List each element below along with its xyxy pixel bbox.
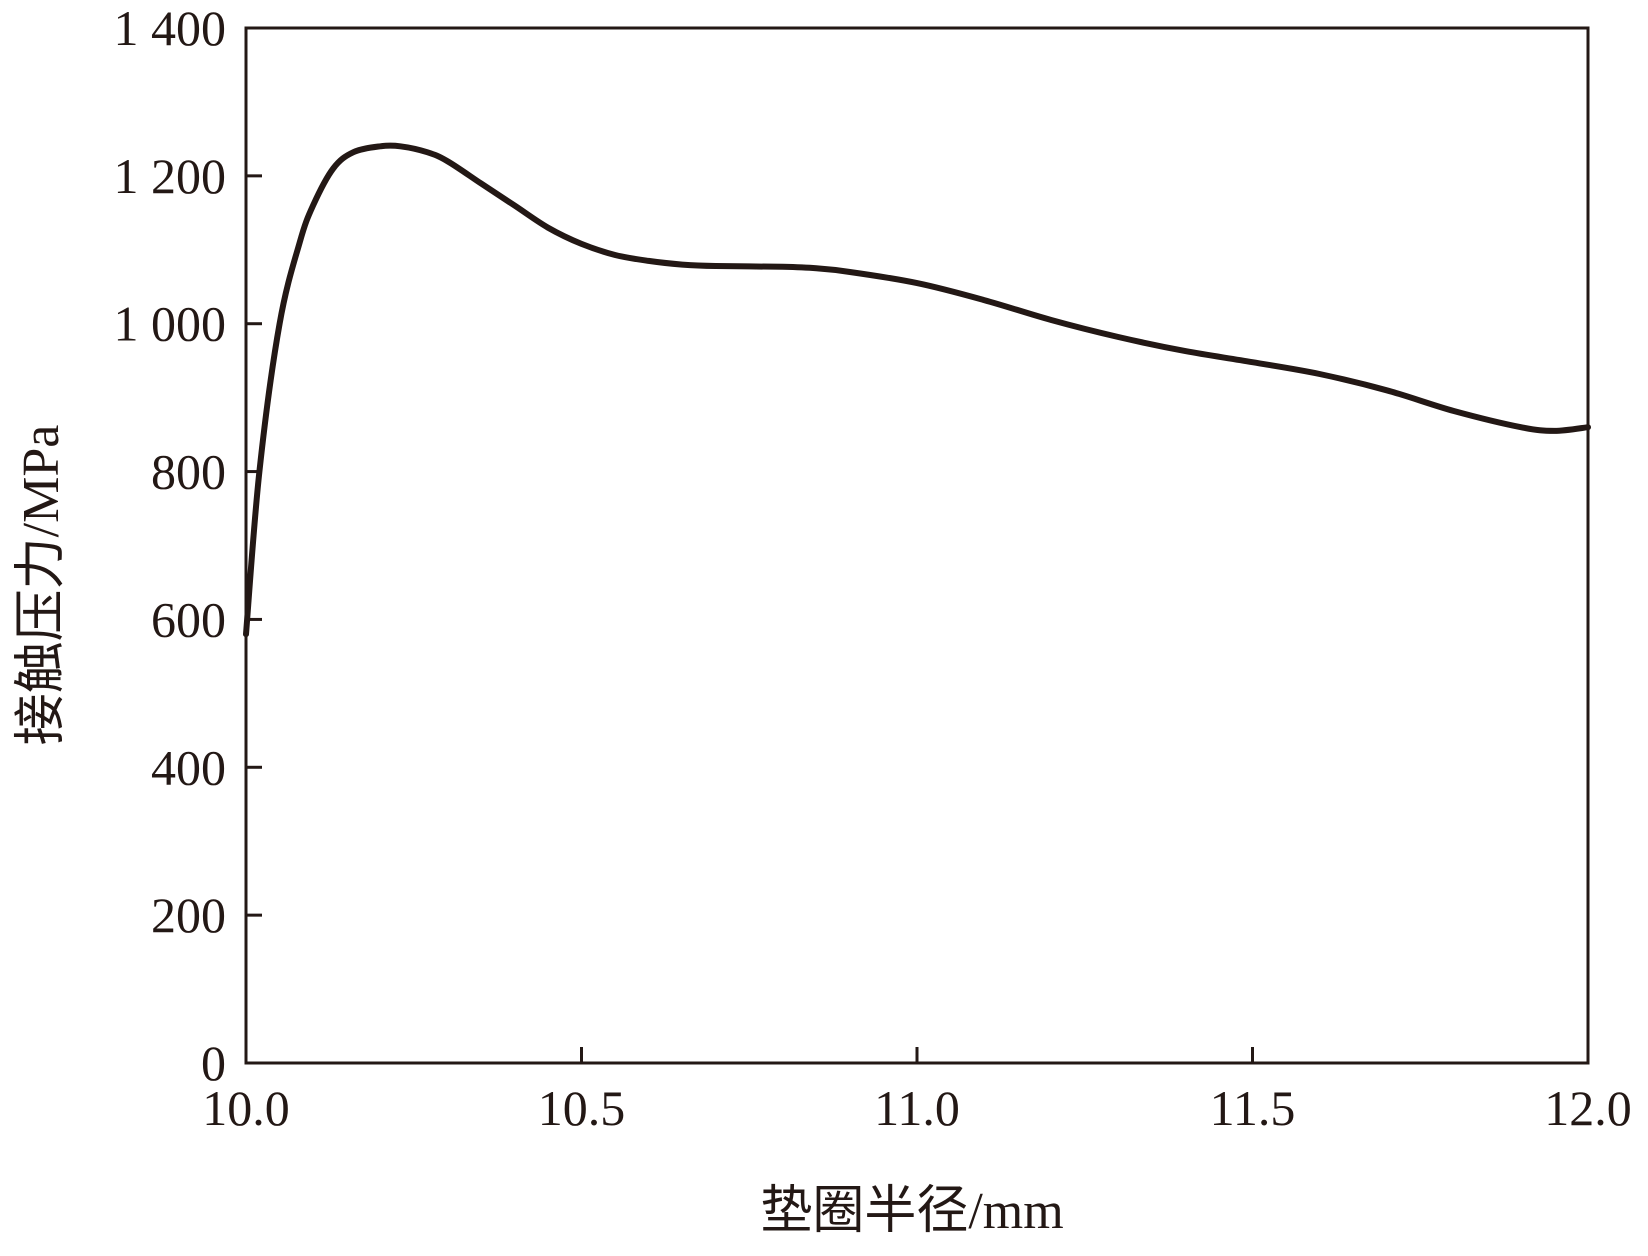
y-tick-label: 800 xyxy=(151,444,226,500)
x-tick-label: 10.5 xyxy=(538,1080,626,1136)
x-axis-ticks: 10.0 10.5 11.0 11.5 12.0 xyxy=(202,1047,1632,1136)
y-tick-label: 1 400 xyxy=(114,0,227,56)
series-layer xyxy=(243,142,1591,638)
x-tick-label: 12.0 xyxy=(1544,1080,1632,1136)
x-axis-title: 垫圈半径/mm xyxy=(760,1183,1063,1240)
y-tick-label: 200 xyxy=(151,887,226,943)
plot-frame xyxy=(244,26,1590,1065)
y-tick-label: 0 xyxy=(201,1035,226,1091)
y-tick-label: 1 200 xyxy=(114,148,227,204)
x-tick-label: 11.5 xyxy=(1210,1080,1296,1136)
series-line xyxy=(243,142,1591,638)
y-tick-label: 1 000 xyxy=(114,296,227,352)
x-tick-label: 11.0 xyxy=(874,1080,960,1136)
y-tick-label: 600 xyxy=(151,591,226,647)
x-tick-label: 10.0 xyxy=(202,1080,290,1136)
y-axis-title: 接触压力/MPa xyxy=(13,425,70,746)
y-tick-label: 400 xyxy=(151,739,226,795)
y-axis-ticks: 0 200 400 600 800 1 000 1 200 1 400 xyxy=(114,0,262,1091)
